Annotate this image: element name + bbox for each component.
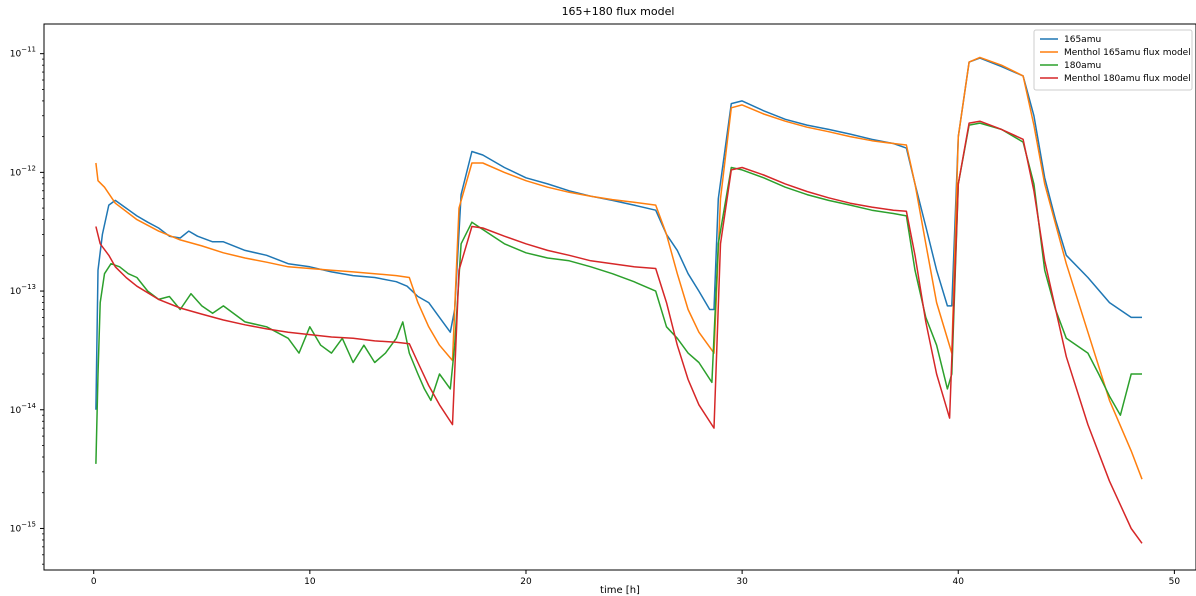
y-tick-label: 10−13 xyxy=(10,283,36,297)
legend-label: Menthol 165amu flux model xyxy=(1064,48,1191,58)
x-tick-label: 20 xyxy=(520,577,532,587)
legend-label: 180amu xyxy=(1064,61,1101,71)
x-tick-label: 50 xyxy=(1169,577,1181,587)
y-tick-label: 10−11 xyxy=(10,46,36,60)
plot-frame xyxy=(43,23,1196,571)
chart-title: 165+180 flux model xyxy=(562,5,675,18)
series-line-2 xyxy=(95,56,1143,480)
y-axis: 10−11 10−12 10−13 10−14 10−15 xyxy=(10,46,44,565)
y-tick-label: 10−12 xyxy=(10,164,36,178)
legend-box xyxy=(1033,29,1193,91)
x-axis: 0 10 20 30 40 50 xyxy=(91,570,1181,587)
legend: 165amu Menthol 165amu flux model 180amu Men… xyxy=(1033,29,1193,91)
x-tick-label: 40 xyxy=(953,577,965,587)
series-layer xyxy=(95,56,1143,544)
series-line-4 xyxy=(95,120,1143,544)
x-tick-label: 0 xyxy=(91,577,97,587)
legend-label: 165amu xyxy=(1064,35,1101,45)
x-tick-label: 10 xyxy=(304,577,316,587)
y-tick-label: 10−15 xyxy=(10,520,36,534)
y-tick-label: 10−14 xyxy=(10,402,37,416)
legend-label: Menthol 180amu flux model xyxy=(1064,74,1191,84)
x-tick-label: 30 xyxy=(736,577,748,587)
x-axis-label: time [h] xyxy=(600,585,640,596)
